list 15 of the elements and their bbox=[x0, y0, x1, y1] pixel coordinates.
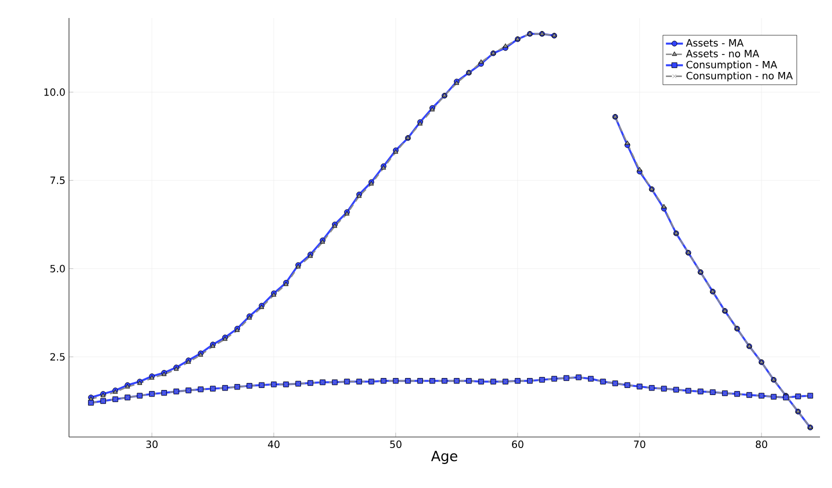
x-axis-title: Age bbox=[431, 450, 458, 464]
x-tick-label: 80 bbox=[756, 440, 768, 448]
x-tick-label: 60 bbox=[512, 440, 524, 448]
legend-label: Assets - MA bbox=[686, 39, 744, 47]
y-tick-label: 5.0 bbox=[50, 264, 65, 272]
legend-label: Consumption - no MA bbox=[686, 72, 793, 82]
x-tick-label: 40 bbox=[268, 440, 280, 448]
y-tick-label: 2.5 bbox=[50, 353, 65, 361]
legend-label: Consumption - MA bbox=[686, 60, 778, 70]
y-tick-label: 10.0 bbox=[44, 88, 65, 96]
x-tick-label: 50 bbox=[390, 440, 402, 448]
y-tick-label: 7.5 bbox=[50, 176, 65, 184]
legend-label: Assets - no MA bbox=[686, 50, 760, 58]
x-tick-label: 70 bbox=[634, 440, 646, 448]
x-tick-label: 30 bbox=[146, 440, 158, 448]
